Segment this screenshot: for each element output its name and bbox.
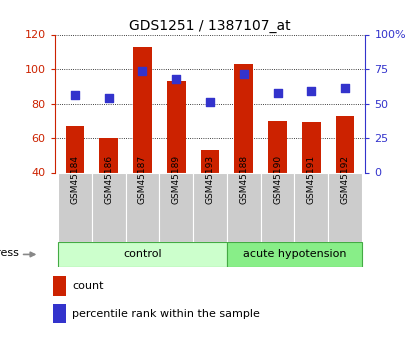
Point — [274, 90, 281, 96]
Bar — [294, 172, 328, 242]
Bar — [234, 64, 253, 172]
Text: GSM45186: GSM45186 — [104, 155, 113, 204]
Point — [173, 77, 180, 82]
Bar — [261, 172, 294, 242]
Point — [308, 89, 315, 94]
Text: GSM45190: GSM45190 — [273, 155, 282, 204]
Bar — [268, 121, 287, 172]
Text: stress: stress — [0, 248, 19, 258]
Text: GSM45187: GSM45187 — [138, 155, 147, 204]
Bar — [328, 172, 362, 242]
Text: GSM45193: GSM45193 — [205, 155, 215, 204]
Text: GSM45188: GSM45188 — [239, 155, 248, 204]
Bar — [227, 241, 362, 267]
Bar — [58, 172, 92, 242]
Bar — [53, 304, 66, 323]
Bar — [193, 172, 227, 242]
Text: GSM45192: GSM45192 — [341, 155, 349, 204]
Text: GSM45191: GSM45191 — [307, 155, 316, 204]
Title: GDS1251 / 1387107_at: GDS1251 / 1387107_at — [129, 19, 291, 33]
Text: acute hypotension: acute hypotension — [243, 249, 346, 259]
Bar — [302, 122, 320, 172]
Bar — [66, 126, 84, 172]
Point — [139, 68, 146, 73]
Point — [71, 92, 78, 98]
Bar — [92, 172, 126, 242]
Text: GSM45184: GSM45184 — [71, 155, 79, 204]
Bar — [133, 47, 152, 172]
Text: percentile rank within the sample: percentile rank within the sample — [72, 309, 260, 319]
Text: GSM45189: GSM45189 — [172, 155, 181, 204]
Point — [105, 96, 112, 101]
Text: control: control — [123, 249, 162, 259]
Bar — [167, 81, 186, 172]
Bar — [100, 138, 118, 172]
Bar — [53, 276, 66, 296]
Point — [240, 71, 247, 77]
Bar — [201, 150, 219, 172]
Bar — [227, 172, 261, 242]
Point — [342, 85, 349, 91]
Bar — [159, 172, 193, 242]
Bar — [58, 241, 227, 267]
Bar — [126, 172, 159, 242]
Point — [207, 99, 213, 105]
Bar — [336, 116, 354, 172]
Text: count: count — [72, 281, 104, 291]
